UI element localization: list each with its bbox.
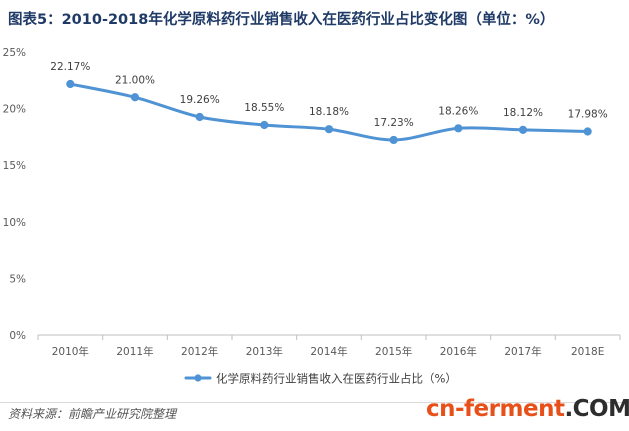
site-logo: cn-ferment.COM: [426, 396, 629, 422]
data-label: 17.98%: [568, 108, 608, 120]
data-point: [389, 135, 398, 145]
x-tick-label: 2015年: [375, 345, 412, 358]
y-tick-label: 25%: [3, 47, 26, 59]
data-label: 18.18%: [309, 106, 349, 118]
data-point: [454, 124, 463, 133]
data-label: 22.17%: [50, 61, 90, 73]
data-point: [130, 93, 140, 102]
legend: 化学原料药行业销售收入在医药行业占比（%）: [184, 372, 457, 386]
data-point: [518, 125, 528, 134]
data-point: [195, 112, 204, 122]
footer-divider: [0, 402, 629, 403]
data-label: 21.00%: [115, 74, 155, 86]
x-axis: 2010年 2011年 2012年 2013年 2014年 2015年 2016年 2017年…: [37, 334, 621, 358]
data-label: 18.12%: [503, 107, 543, 119]
data-label: 18.26%: [438, 105, 478, 117]
y-axis: 0% 5% 10% 15% 20% 25%: [3, 47, 26, 342]
x-tick-label: 2010年: [52, 345, 89, 358]
series-line: 22.17% 21.00% 19.26% 18.55% 18.18% 17.23% 18.2…: [50, 61, 608, 145]
x-tick-label: 2011年: [116, 345, 153, 358]
legend-label: 化学原料药行业销售收入在医药行业占比（%）: [216, 372, 457, 386]
y-tick-label: 10%: [3, 217, 26, 229]
logo-text: cn-ferment: [426, 396, 565, 422]
data-point: [260, 120, 269, 130]
data-point: [66, 79, 75, 89]
data-label: 17.23%: [374, 117, 414, 129]
x-tick-label: 2012年: [181, 345, 218, 358]
data-point: [324, 125, 334, 134]
data-label: 18.55%: [244, 102, 284, 114]
y-tick-label: 0%: [9, 330, 26, 342]
y-tick-label: 15%: [3, 160, 26, 172]
x-tick-label: 2016年: [440, 345, 477, 358]
x-tick-label: 2018E: [571, 346, 604, 358]
data-label: 19.26%: [180, 94, 220, 106]
x-tick-label: 2017年: [504, 345, 541, 358]
logo-suffix: .COM: [564, 396, 629, 422]
line-chart: 0%5%10%15%20%25% 2010年 2011年 2012年 2013年 201…: [3, 47, 621, 386]
x-tick-label: 2014年: [310, 345, 347, 358]
legend-marker: [194, 374, 202, 382]
x-tick-label: 2013年: [246, 345, 283, 358]
data-point: [583, 127, 592, 136]
y-tick-label: 5%: [9, 273, 26, 285]
chart-title: 图表5：2010-2018年化学原料药行业销售收入在医药行业占比变化图（单位：%…: [8, 12, 555, 28]
source-note: 资料来源：前瞻产业研究院整理: [8, 407, 177, 421]
y-tick-label: 20%: [3, 104, 26, 116]
